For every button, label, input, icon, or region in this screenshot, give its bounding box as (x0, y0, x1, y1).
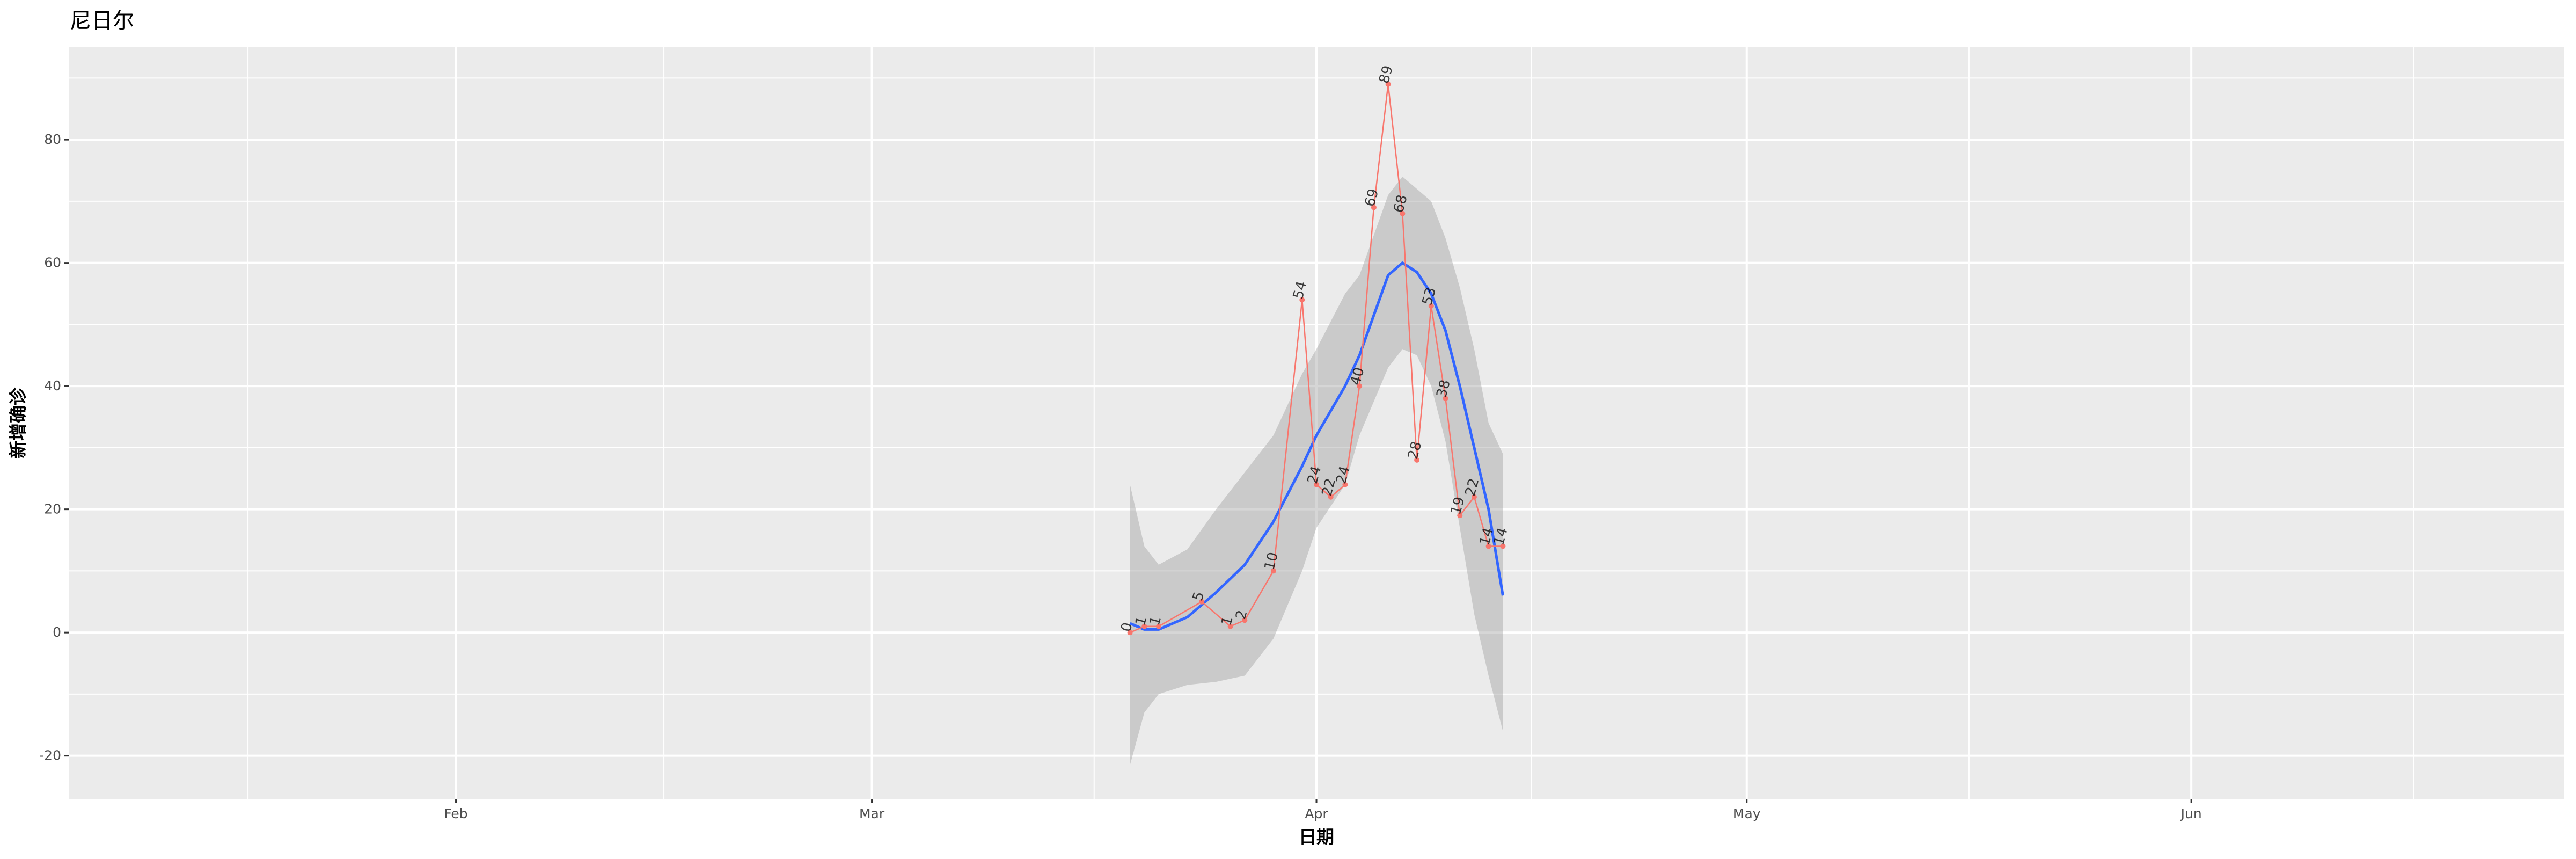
y-tick-label: 80 (44, 132, 61, 147)
y-tick-label: 20 (44, 501, 61, 517)
data-label: 1 (1147, 615, 1165, 628)
y-axis: -20 0 20 40 60 80 (39, 132, 69, 763)
x-tick-label: Mar (859, 806, 885, 821)
confidence-band-area (1130, 177, 1503, 765)
y-tick-label: 60 (44, 255, 61, 271)
data-point (1127, 630, 1133, 636)
data-point (1385, 81, 1391, 87)
grid-major (69, 47, 2564, 799)
data-point (1328, 494, 1334, 500)
y-tick-label: 0 (53, 624, 61, 640)
data-point (1299, 297, 1305, 303)
series-line (1130, 84, 1503, 634)
x-tick-label: Jun (2180, 806, 2202, 821)
data-point (1141, 623, 1147, 629)
chart-title: 尼日尔 (70, 9, 134, 33)
smooth-curve (1129, 261, 1504, 631)
data-point (1500, 543, 1506, 549)
data-point (1471, 494, 1477, 500)
data-label: 5 (1190, 590, 1208, 603)
data-point (1242, 617, 1248, 623)
y-axis-title: 新增确诊 (8, 387, 28, 458)
data-label: 1 (1132, 615, 1150, 628)
x-tick-label: Apr (1305, 806, 1328, 821)
x-tick-label: May (1733, 806, 1761, 821)
data-label: 2 (1233, 608, 1250, 621)
data-label: 0 (1118, 621, 1136, 634)
data-point (1400, 210, 1406, 216)
data-label: 1 (1218, 615, 1236, 628)
data-point (1156, 623, 1162, 629)
data-point (1443, 396, 1448, 402)
data-point (1457, 513, 1463, 519)
data-point (1485, 543, 1491, 549)
data-point (1357, 383, 1363, 389)
data-point (1227, 623, 1233, 629)
data-point (1414, 457, 1420, 463)
y-tick-label: 40 (44, 378, 61, 394)
data-points (1127, 81, 1506, 636)
x-tick-label: Feb (444, 806, 467, 821)
data-point (1270, 568, 1276, 574)
x-axis-title: 日期 (1299, 826, 1334, 847)
data-point (1314, 482, 1319, 487)
data-point (1428, 303, 1434, 309)
data-point (1342, 482, 1348, 487)
confidence-band (1130, 177, 1503, 765)
smooth-line (1129, 261, 1504, 631)
x-axis: Feb Mar Apr May Jun (444, 799, 2202, 821)
y-tick-label: -20 (39, 748, 61, 763)
data-point (1371, 205, 1377, 210)
data-line (1130, 84, 1503, 634)
data-point (1199, 599, 1205, 605)
